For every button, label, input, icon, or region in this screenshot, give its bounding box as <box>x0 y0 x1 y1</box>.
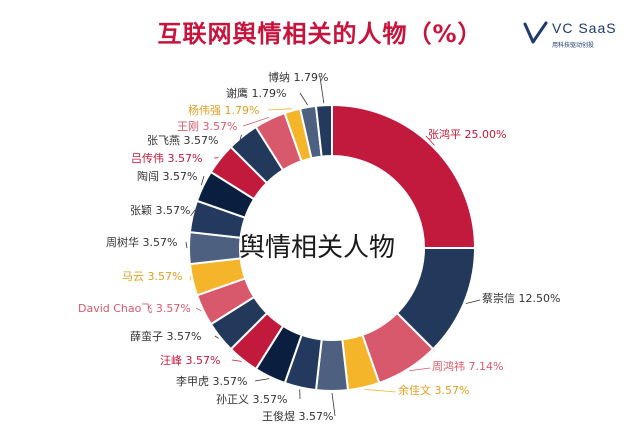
logo-tagline: 用科技驱动创投 <box>552 42 595 49</box>
leader-line-10 <box>189 275 192 281</box>
slices-group <box>188 103 477 392</box>
chart-title: 互联网舆情相关的人物（%） <box>157 20 483 48</box>
leader-line-8 <box>214 335 219 339</box>
leader-line-13 <box>200 175 205 186</box>
slice-label-19: 博纳 1.79% <box>268 71 328 84</box>
brand-logo: VC SaaS 用科技驱动创投 <box>522 18 632 58</box>
slice-label-7: 汪峰 3.57% <box>160 354 220 367</box>
slice-0 <box>331 103 477 250</box>
slice-label-6: 李甲虎 3.57% <box>176 374 247 388</box>
leader-line-7 <box>231 359 242 362</box>
leader-line-12 <box>190 209 196 217</box>
slice-label-2: 周鸿祎 7.14% <box>432 359 503 373</box>
slice-label-14: 吕传伟 3.57% <box>131 152 202 165</box>
labels-group: 张鸿平 25.00% 蔡崇信 12.50% 周鸿祎 7.14% 余佳文 3.57% 王俊… <box>78 71 560 423</box>
slice-label-8: 薛蛮子 3.57% <box>130 329 201 343</box>
slice-label-13: 陶闯 3.57% <box>137 169 197 183</box>
leader-line-16 <box>242 117 270 127</box>
leader-line-9 <box>195 307 202 312</box>
slice-19 <box>314 103 333 158</box>
leader-line-15 <box>239 134 242 141</box>
slice-label-5: 孙正义 3.57% <box>216 393 287 406</box>
leader-line-18 <box>299 92 308 106</box>
leader-line-6 <box>254 378 270 382</box>
slice-label-4: 王俊煜 3.57% <box>262 409 333 423</box>
logo-brand-text: VC SaaS <box>552 20 617 36</box>
leader-line-4 <box>331 392 336 417</box>
slice-label-10: 马云 3.57% <box>122 270 182 283</box>
leader-line-1 <box>465 299 481 304</box>
leader-lines-group <box>185 76 481 417</box>
leader-line-11 <box>185 241 188 249</box>
slice-label-11: 周树华 3.57% <box>106 235 177 249</box>
slice-label-16: 王刚 3.57% <box>177 120 237 133</box>
slice-label-15: 张飞燕 3.57% <box>147 134 218 147</box>
center-label: 舆情相关人物 <box>239 233 395 263</box>
slice-label-9: David Chao飞 3.57% <box>78 302 191 315</box>
slice-label-12: 张颖 3.57% <box>130 204 190 217</box>
leader-line-19 <box>319 76 325 104</box>
slice-label-17: 杨伟强 1.79% <box>188 103 259 117</box>
slice-label-1: 蔡崇信 12.50% <box>482 292 560 305</box>
leader-line-2 <box>409 367 431 372</box>
leader-line-0 <box>425 135 435 146</box>
leader-line-3 <box>364 388 397 393</box>
slice-label-18: 谢鹰 1.79% <box>226 86 286 100</box>
logo-check-icon <box>523 21 548 44</box>
slice-label-0: 张鸿平 25.00% <box>428 127 506 141</box>
slice-label-3: 余佳文 3.57% <box>398 383 469 397</box>
leader-line-17 <box>267 108 292 111</box>
